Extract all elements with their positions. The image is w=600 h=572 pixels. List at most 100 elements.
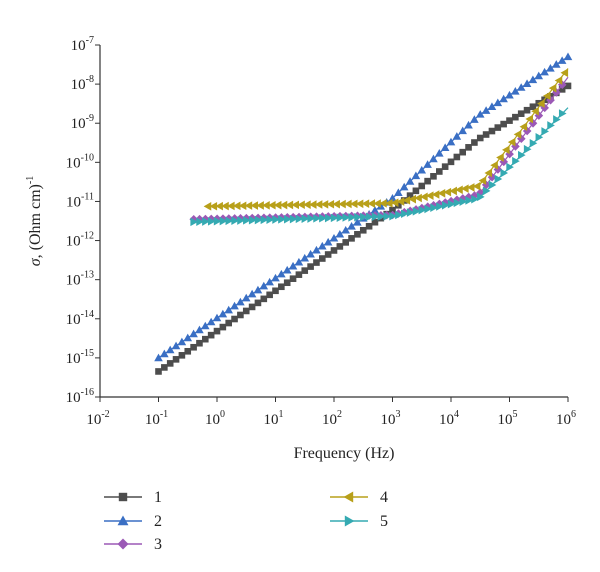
x-tick-label: 100 (205, 409, 225, 428)
data-point (563, 52, 573, 61)
legend-marker (117, 515, 129, 526)
data-point (522, 126, 532, 136)
data-point (347, 221, 356, 230)
data-point (291, 200, 299, 210)
data-point (365, 222, 373, 230)
data-point (330, 247, 338, 254)
data-point (232, 201, 241, 211)
x-tick-label: 102 (322, 409, 342, 428)
data-point (488, 180, 497, 190)
data-point (318, 241, 327, 250)
data-point (266, 215, 275, 224)
data-point (284, 214, 292, 224)
data-point (215, 201, 223, 211)
axes (95, 44, 569, 402)
data-point (518, 150, 526, 160)
data-point (494, 174, 503, 184)
data-point (259, 281, 269, 290)
data-point (412, 187, 420, 195)
data-point (243, 216, 251, 225)
data-point (402, 196, 411, 205)
data-point (155, 368, 162, 375)
data-point (513, 130, 522, 139)
data-point (341, 225, 350, 234)
legend-item-3: 3 (104, 536, 162, 553)
data-point (241, 293, 251, 302)
data-point (354, 212, 362, 222)
data-point (423, 160, 432, 168)
data-point (248, 303, 256, 311)
data-point (564, 82, 572, 90)
data-point (231, 315, 238, 323)
data-point (324, 251, 332, 258)
data-point (443, 187, 452, 197)
data-point (242, 307, 250, 315)
data-point (401, 209, 409, 219)
data-point (312, 245, 321, 254)
data-point (517, 110, 525, 117)
data-point (247, 289, 257, 298)
y-tick-label: 10-15 (66, 348, 94, 367)
data-point (294, 257, 304, 266)
data-point (553, 115, 561, 124)
data-point (207, 217, 216, 226)
data-point (507, 137, 516, 147)
data-point (477, 192, 485, 202)
data-point (417, 165, 427, 174)
data-point (266, 291, 273, 299)
data-point (250, 201, 259, 210)
data-point (320, 200, 329, 209)
data-point (511, 142, 520, 151)
legend-label: 3 (154, 536, 162, 553)
data-point (348, 235, 355, 242)
data-point (301, 267, 309, 274)
data-point (330, 213, 339, 223)
data-point (389, 206, 396, 214)
data-point (171, 341, 181, 350)
legend-marker (344, 515, 355, 527)
data-point (558, 86, 566, 93)
data-point (319, 213, 327, 223)
data-point (161, 364, 168, 371)
data-point (177, 337, 187, 346)
data-point (273, 200, 282, 210)
data-point (219, 323, 227, 331)
data-point (313, 214, 321, 223)
data-point (441, 163, 449, 170)
data-point (336, 213, 345, 222)
data-point (418, 205, 427, 215)
data-point (307, 214, 316, 223)
data-point (195, 325, 204, 334)
data-point (244, 201, 253, 210)
data-point (388, 194, 397, 202)
data-point (160, 349, 169, 358)
data-point (425, 191, 434, 200)
y-tick-labels: 10-16 10-15 10-14 10-13 10-12 10-11 10-10 10-9 1… (66, 35, 94, 406)
data-point (335, 229, 345, 238)
data-point (453, 153, 461, 161)
data-point (265, 277, 274, 286)
legend: 1 2 3 4 5 (104, 489, 388, 553)
data-point (525, 114, 533, 124)
data-point (449, 186, 457, 196)
data-point (196, 217, 204, 227)
data-point (471, 139, 478, 146)
data-point (488, 127, 496, 135)
data-point (464, 120, 473, 129)
legend-label: 4 (380, 489, 388, 506)
data-point (306, 249, 315, 258)
data-point (367, 199, 376, 208)
data-point (184, 347, 192, 355)
data-point (552, 88, 561, 97)
data-point (271, 273, 280, 282)
data-point (389, 211, 397, 221)
data-point (528, 75, 538, 84)
data-point (405, 177, 415, 185)
data-point (267, 200, 276, 210)
data-point (248, 215, 257, 225)
legend-marker (118, 492, 128, 502)
data-point (461, 184, 469, 193)
data-point (531, 107, 539, 116)
data-point (447, 158, 455, 166)
